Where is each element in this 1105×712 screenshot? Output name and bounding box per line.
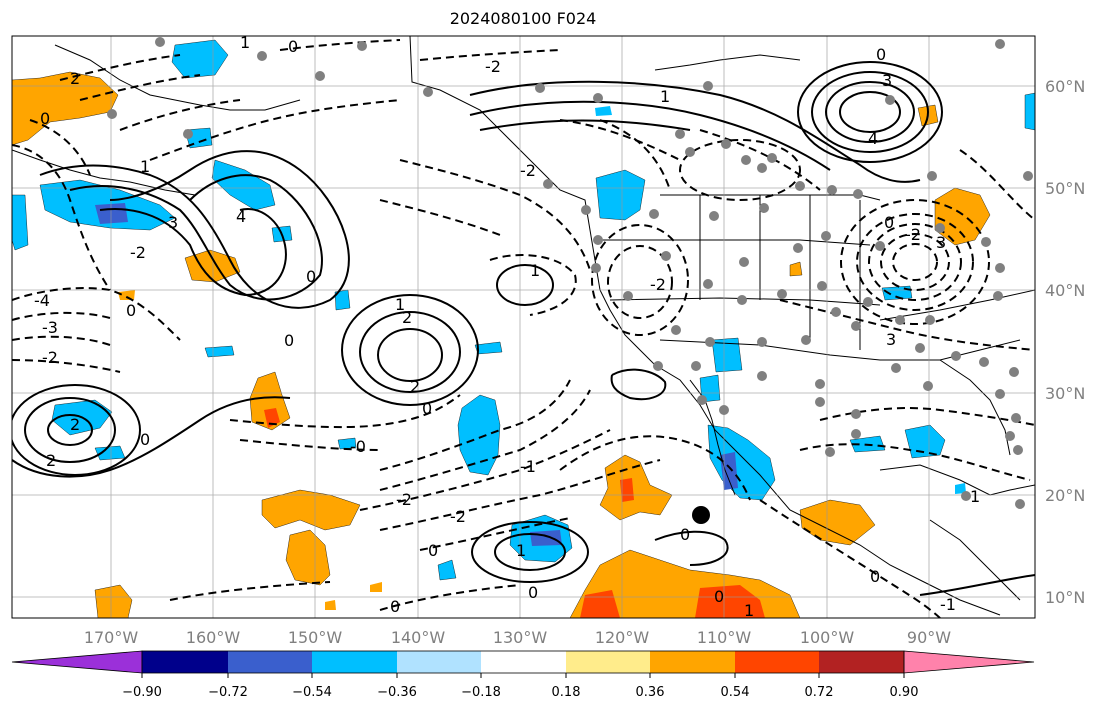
colorbar-swatch [650, 651, 735, 673]
lon-label: 140°W [391, 628, 446, 647]
contour-label: 1 [530, 261, 540, 280]
lon-label: 110°W [697, 628, 752, 647]
colorbar-tick-label: 0.90 [890, 685, 919, 700]
contour-label: -1 [940, 595, 956, 614]
colorbar-tick-label: −0.18 [461, 685, 501, 700]
contour-label: 4 [236, 207, 246, 226]
contour-label: 0 [306, 267, 316, 286]
contour-label: 2 [402, 308, 412, 327]
colorbar-swatch [228, 651, 312, 673]
positive-anomaly-shading [12, 71, 991, 618]
contour-label: 1 [744, 601, 754, 620]
lat-label: 40°N [1045, 281, 1085, 300]
contour-label: -2 [905, 225, 921, 244]
map-title: 2024080100 F024 [449, 9, 597, 28]
colorbar-tick-label: −0.72 [208, 685, 248, 700]
contour-label: 3 [168, 213, 178, 232]
colorbar-swatch [819, 651, 904, 673]
colorbar-tick-label: −0.90 [122, 685, 162, 700]
contour-label: 0 [422, 399, 432, 418]
contour-label: -2 [650, 275, 666, 294]
contour-label: 2 [410, 377, 420, 396]
lat-label: 60°N [1045, 77, 1085, 96]
contour-label: 1 [395, 295, 405, 314]
lat-label: 20°N [1045, 486, 1085, 505]
contour-labels: 1 0 2 0 -4 -3 -2 4 3 0 1 2 2 0 0 1 2 2 0… [34, 33, 980, 620]
contour-label: 3 [886, 330, 896, 349]
lon-label: 90°W [907, 628, 951, 647]
colorbar-swatch [312, 651, 397, 673]
contour-label: 4 [868, 129, 878, 148]
contour-label: -0 [350, 437, 366, 456]
lon-label: 120°W [595, 628, 650, 647]
colorbar-tick-label: −0.36 [377, 685, 417, 700]
contour-label: 1 [970, 487, 980, 506]
contour-label: 2 [70, 415, 80, 434]
colorbar: −0.90 −0.72 −0.54 −0.36 −0.18 0.18 0.36 … [11, 650, 1035, 700]
lon-label: 170°W [84, 628, 139, 647]
contour-label: 1 [516, 541, 526, 560]
contour-label: 2 [46, 451, 56, 470]
contour-label: 1 [240, 33, 250, 52]
contour-label: 0 [714, 587, 724, 606]
contour-label: -2 [130, 243, 146, 262]
contour-label: 0 [126, 301, 136, 320]
lon-label: 150°W [288, 628, 343, 647]
lon-label: 100°W [800, 628, 855, 647]
contour-label: -2 [42, 348, 58, 367]
lon-label: 130°W [493, 628, 548, 647]
contour-label: 3 [882, 71, 892, 90]
lat-label: 50°N [1045, 179, 1085, 198]
contour-label: 0 [428, 541, 438, 560]
lat-label: 10°N [1045, 588, 1085, 607]
contour-label: 0 [288, 37, 298, 56]
contour-label: 0 [390, 597, 400, 616]
contour-label: 3 [936, 233, 946, 252]
target-point-marker [692, 506, 710, 524]
colorbar-swatch [566, 651, 650, 673]
colorbar-tick-label: 0.36 [636, 685, 665, 700]
contour-label: 0 [884, 213, 894, 232]
colorbar-swatch [142, 651, 228, 673]
map-content: 1 0 2 0 -4 -3 -2 4 3 0 1 2 2 0 0 1 2 2 0… [12, 33, 1035, 620]
contour-label: 0 [528, 583, 538, 602]
contour-label: -2 [520, 161, 536, 180]
contour-label: 2 [70, 69, 80, 88]
contour-label: -1 [520, 457, 536, 476]
contour-label: 0 [680, 525, 690, 544]
contour-label: 0 [870, 567, 880, 586]
contour-label: -2 [485, 57, 501, 76]
contour-label: -3 [42, 318, 58, 337]
contour-label: -4 [34, 291, 50, 310]
contour-label: -2 [450, 507, 466, 526]
colorbar-tick-label: 0.72 [805, 685, 834, 700]
negative-contours [12, 39, 1035, 618]
colorbar-swatch [397, 651, 481, 673]
colorbar-swatch [735, 651, 819, 673]
colorbar-tick-label: 0.54 [721, 685, 750, 700]
colorbar-tick-label: −0.54 [292, 685, 332, 700]
latitude-labels: 60°N 50°N 40°N 30°N 20°N 10°N [1045, 77, 1085, 607]
contour-label: 0 [876, 45, 886, 64]
map-frame [11, 35, 1036, 619]
negative-anomaly-shading [12, 39, 1035, 581]
colorbar-extend-high [903, 650, 1035, 674]
colorbar-tick-label: 0.18 [552, 685, 581, 700]
station-markers [107, 37, 1033, 509]
contour-label: -2 [396, 490, 412, 509]
colorbar-swatch [481, 651, 566, 673]
positive-contours [12, 61, 1035, 596]
contour-label: 0 [40, 109, 50, 128]
contour-label: 0 [140, 430, 150, 449]
lon-label: 160°W [186, 628, 241, 647]
colorbar-extend-low [11, 650, 143, 674]
contour-label: 1 [660, 87, 670, 106]
contour-label: 0 [284, 331, 294, 350]
lat-label: 30°N [1045, 384, 1085, 403]
longitude-labels: 170°W 160°W 150°W 140°W 130°W 120°W 110°… [84, 628, 951, 647]
contour-label: 1 [140, 157, 150, 176]
